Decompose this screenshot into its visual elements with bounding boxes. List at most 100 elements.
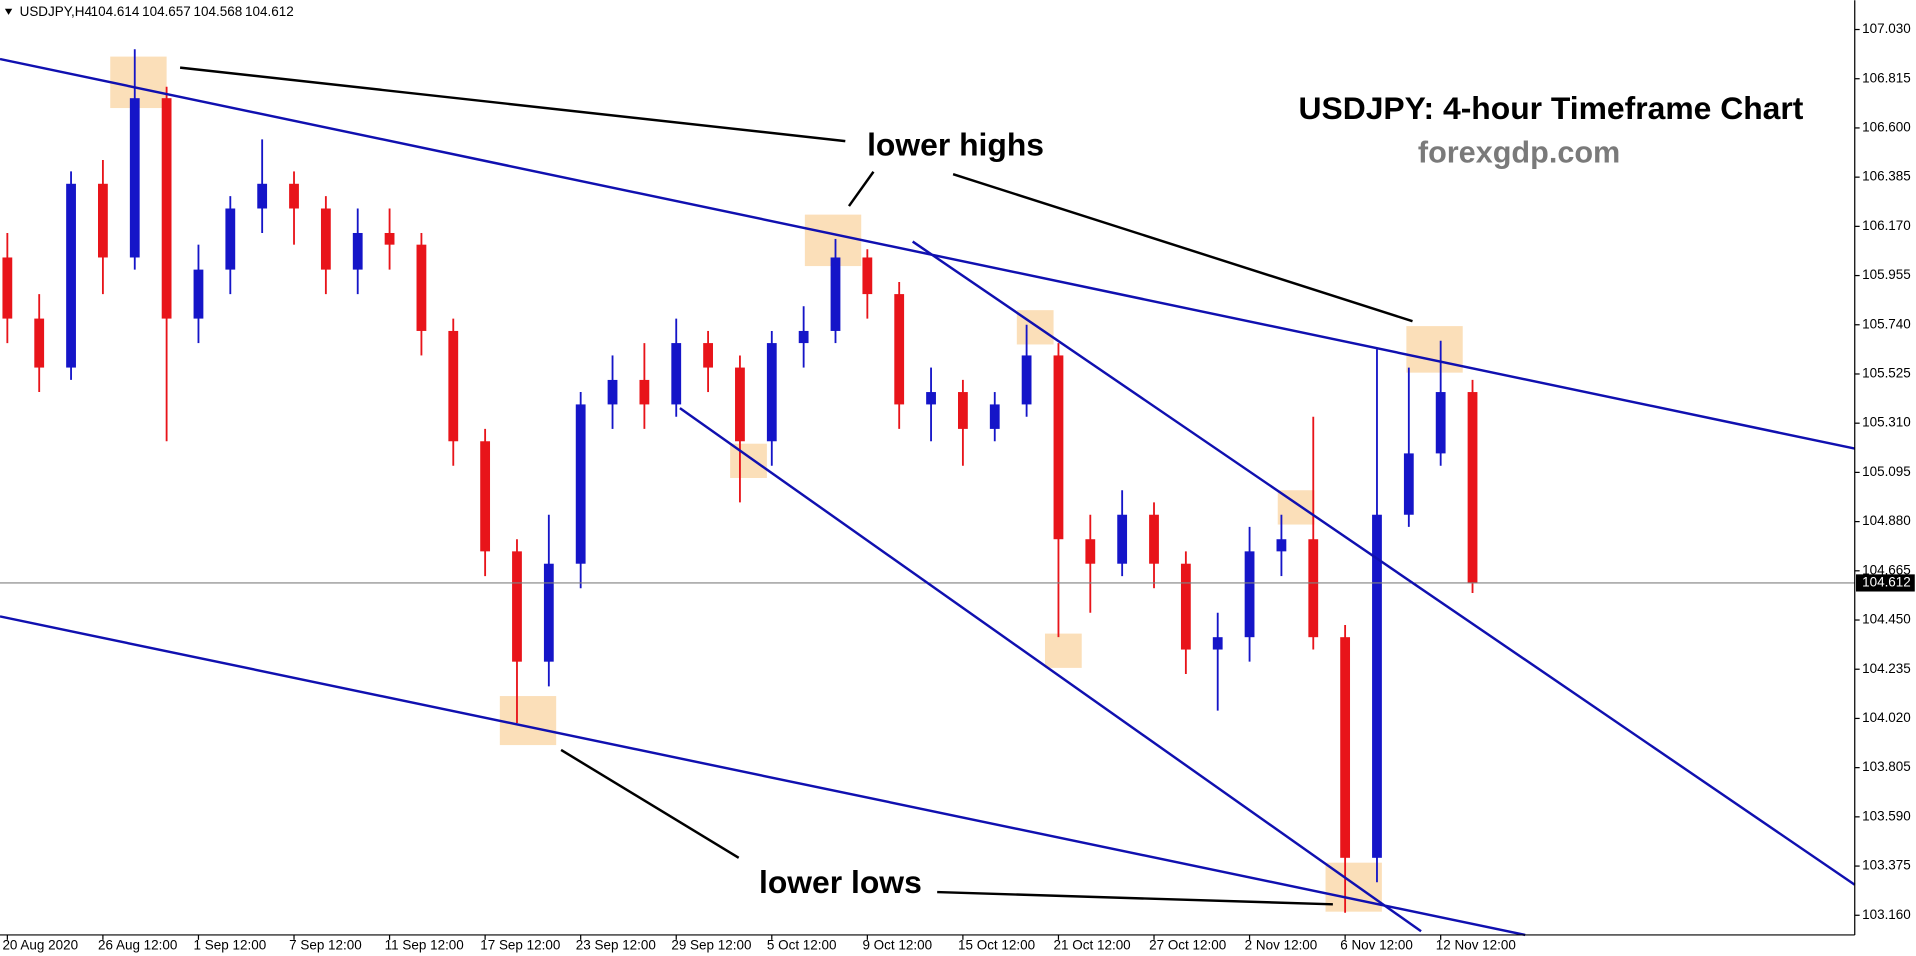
x-tick-label: 7 Sep 12:00 <box>289 938 362 953</box>
highlights <box>110 56 1463 912</box>
candle-body <box>1308 539 1319 638</box>
candle-body <box>1467 392 1478 583</box>
x-tick-label: 9 Oct 12:00 <box>862 938 932 953</box>
chart-subtitle: forexgdp.com <box>1418 136 1620 170</box>
annotation: lower lows <box>759 864 922 900</box>
menu-arrow <box>4 8 13 15</box>
trend-line <box>0 57 1855 450</box>
candle-body <box>830 257 841 331</box>
candle-body <box>671 343 682 405</box>
candle-body <box>639 379 650 405</box>
candle-body <box>1244 551 1255 638</box>
candle-body <box>958 392 968 429</box>
y-tick-label: 104.450 <box>1862 612 1911 627</box>
candle-body <box>1403 453 1414 515</box>
candle-body <box>543 563 554 662</box>
y-tick-label: 103.375 <box>1862 858 1911 873</box>
candle-body <box>257 183 268 209</box>
symbol-label: USDJPY,H4 <box>20 4 93 19</box>
candle-body <box>1276 539 1287 552</box>
annotation: lower highs <box>867 127 1044 163</box>
candle-body <box>129 98 140 258</box>
candle-body <box>926 392 936 405</box>
y-tick-label: 105.525 <box>1862 366 1911 381</box>
trend-line <box>0 615 1526 937</box>
candle-body <box>1053 355 1064 540</box>
x-tick-label: 23 Sep 12:00 <box>576 938 656 953</box>
x-tick-label: 2 Nov 12:00 <box>1245 938 1318 953</box>
y-tick-label: 103.590 <box>1862 808 1911 823</box>
y-tick-label: 105.310 <box>1862 415 1911 430</box>
candle-body <box>1435 392 1446 454</box>
candle-body <box>862 257 873 295</box>
y-tick-label: 104.880 <box>1862 513 1911 528</box>
candle-body <box>1340 637 1351 858</box>
candle-body <box>1021 355 1032 405</box>
candle-body <box>512 551 522 662</box>
y-tick-label: 103.805 <box>1862 759 1911 774</box>
candle-body <box>1117 514 1128 564</box>
y-tick-label: 105.095 <box>1862 464 1911 479</box>
candle-body <box>352 232 363 270</box>
y-tick-label: 106.600 <box>1862 119 1911 134</box>
candle-body <box>735 367 745 442</box>
header-low: 104.568 <box>194 4 243 19</box>
pointer-line <box>560 748 740 859</box>
candle-body <box>1372 514 1382 858</box>
pointer-line <box>847 171 875 207</box>
candle-body <box>320 208 331 270</box>
candle-body <box>98 183 108 258</box>
candle-body <box>34 318 45 368</box>
x-tick-label: 20 Aug 2020 <box>2 938 78 953</box>
y-tick-label: 106.385 <box>1862 169 1911 184</box>
candle-body <box>1212 637 1223 650</box>
current-price-tag <box>1855 574 1915 592</box>
chart-title: USDJPY: 4-hour Timeframe Chart <box>1298 90 1803 126</box>
x-tick-label: 1 Sep 12:00 <box>194 938 267 953</box>
trend-line <box>679 407 1422 933</box>
y-tick-label: 104.020 <box>1862 710 1911 725</box>
x-tick-label: 6 Nov 12:00 <box>1340 938 1413 953</box>
candle-body <box>416 244 427 331</box>
candle-body <box>989 404 1000 429</box>
candle-body <box>703 343 713 368</box>
y-tick-label: 103.160 <box>1862 907 1911 922</box>
x-tick-label: 5 Oct 12:00 <box>767 938 837 953</box>
candle-body <box>1085 539 1096 564</box>
pointer-line <box>952 173 1413 323</box>
highlight-box <box>1044 633 1082 668</box>
candle-body <box>894 294 905 405</box>
x-tick-label: 29 Sep 12:00 <box>671 938 751 953</box>
candle-body <box>193 269 204 319</box>
candle-body <box>66 183 76 368</box>
candle-body <box>480 441 491 552</box>
candle-body <box>1180 563 1191 650</box>
pointer-line <box>937 890 1333 906</box>
pointer-line <box>179 66 846 143</box>
plot-area <box>0 49 1855 913</box>
x-tick-label: 26 Aug 12:00 <box>98 938 177 953</box>
candle-body <box>289 183 299 209</box>
y-tick-label: 104.235 <box>1862 661 1911 676</box>
y-tick-label: 105.740 <box>1862 316 1911 331</box>
current-price-label: 104.612 <box>1862 575 1911 590</box>
candle-body <box>225 208 236 270</box>
candle-body <box>798 330 809 344</box>
candle-body <box>161 98 172 319</box>
trend-line <box>911 240 1856 886</box>
y-tick-label: 104.665 <box>1862 562 1911 577</box>
candle-body <box>2 257 13 319</box>
candle-body <box>607 379 618 405</box>
header-close: 104.612 <box>245 4 294 19</box>
x-tick-label: 17 Sep 12:00 <box>480 938 560 953</box>
highlight-box <box>499 696 557 746</box>
y-tick-label: 106.815 <box>1862 70 1911 85</box>
candle-body <box>448 330 459 442</box>
candle-body <box>1149 514 1159 564</box>
candle-body <box>575 404 586 564</box>
x-tick-label: 12 Nov 12:00 <box>1436 938 1516 953</box>
candle-body <box>766 343 777 442</box>
x-tick-label: 11 Sep 12:00 <box>385 938 464 953</box>
